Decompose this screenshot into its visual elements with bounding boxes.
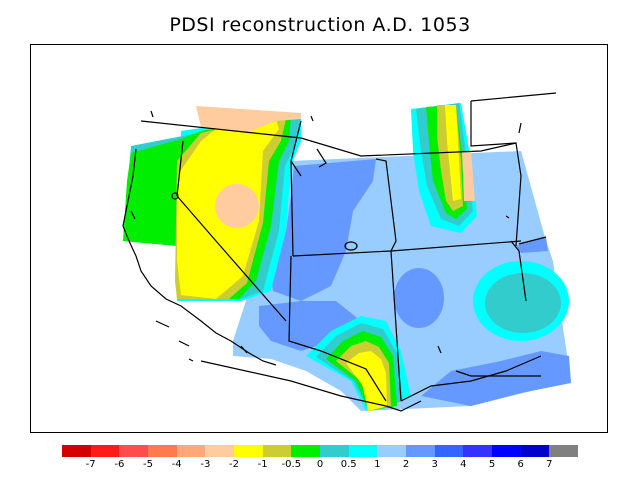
border-dakotas (470, 101, 522, 247)
northeast-dry-plume (445, 105, 461, 201)
legend-swatch (434, 445, 464, 457)
island-5 (155, 320, 170, 328)
border-nv-ut (290, 160, 294, 257)
island-6 (178, 340, 190, 347)
legend-color-bar (62, 445, 579, 457)
legend-tick-label: 5 (488, 459, 496, 470)
border-mexico (200, 360, 422, 412)
legend-tick-label: 0 (316, 459, 324, 470)
legend-swatch (119, 445, 149, 457)
legend-swatch (377, 445, 407, 457)
island-8 (240, 345, 248, 354)
wet-moderate-blob-center (394, 268, 444, 328)
legend-labels: -7 -6 -5 -4 -3 -2 -1 -0.5 0 0.5 1 2 3 4 5 6 7 (62, 459, 578, 473)
border-ca-nv (176, 195, 287, 322)
map-boundaries (122, 92, 557, 412)
legend-swatch (549, 445, 579, 457)
legend-swatch (348, 445, 378, 457)
legend-swatch (520, 445, 550, 457)
map-title: PDSI reconstruction A.D. 1053 (169, 14, 471, 36)
north-dry-strong-cap (196, 106, 301, 133)
legend-swatch (62, 445, 91, 457)
legend-tick-label: 1 (374, 459, 381, 470)
legend-tick-label: -4 (171, 459, 182, 470)
legend-swatch (234, 445, 263, 457)
great-salt-lake (344, 241, 358, 251)
color-legend: -7 -6 -5 -4 -3 -2 -1 -0.5 0 0.5 1 2 3 4 5 6 7 (62, 445, 579, 473)
coastline (122, 148, 277, 366)
legend-tick-label: -6 (114, 459, 125, 470)
legend-swatch (406, 445, 435, 457)
map-frame (30, 44, 608, 433)
island-9 (316, 148, 327, 168)
legend-swatch (262, 445, 292, 457)
island-3 (505, 215, 510, 219)
legend-tick-label: -0.5 (281, 459, 302, 470)
border-wa-or (176, 140, 184, 197)
wet-moderate-region-southwest (259, 301, 361, 351)
west-dry-strong-core (215, 184, 259, 228)
legend-swatch (320, 445, 349, 457)
wet-moderate-region-east (516, 237, 548, 253)
wet-moderate-region-north (269, 159, 376, 301)
legend-swatch (176, 445, 206, 457)
legend-tick-label: -3 (200, 459, 211, 470)
border-ok (455, 370, 541, 377)
west-dry-core-ring (217, 150, 257, 182)
border-ne-ks (518, 236, 547, 245)
wet-moderate-region-southeast (421, 351, 571, 406)
island-2 (310, 115, 314, 122)
legend-swatch (148, 445, 177, 457)
legend-tick-label: 2 (402, 459, 410, 470)
legend-swatch (492, 445, 521, 457)
legend-tick-label: 3 (431, 459, 438, 470)
legend-tick-label: -7 (85, 459, 96, 470)
border-east-ks (510, 240, 527, 302)
legend-tick-label: 7 (546, 459, 553, 470)
border-wy (375, 158, 397, 252)
legend-swatch (291, 445, 321, 457)
legend-tick-label: 4 (460, 459, 467, 470)
northeast-dry-strong-plume (462, 151, 475, 201)
us-canada-border (140, 120, 517, 157)
legend-swatch (205, 445, 235, 457)
legend-swatch (463, 445, 493, 457)
pdsi-field (123, 103, 571, 411)
border-co-nm (390, 250, 402, 402)
lake-tahoe (171, 192, 179, 200)
south-dry-plume (346, 351, 387, 411)
border-north-cap (470, 92, 557, 102)
island-1 (150, 110, 154, 118)
island-7 (188, 358, 194, 362)
legend-tick-label: -1 (257, 459, 268, 470)
wet-mild-region-east (485, 273, 561, 333)
border-az-nm (288, 255, 387, 402)
legend-tick-label: -5 (143, 459, 153, 470)
legend-tick-label: 6 (517, 459, 524, 470)
border-minn (518, 122, 522, 134)
legend-swatch (90, 445, 120, 457)
pdsi-map (122, 92, 571, 412)
legend-tick-label: 0.5 (340, 459, 357, 470)
island-10 (437, 345, 442, 354)
legend-tick-label: -2 (229, 459, 239, 470)
border-nm-tx (400, 355, 542, 402)
island-4 (130, 210, 136, 220)
border-id-mt (290, 120, 302, 177)
